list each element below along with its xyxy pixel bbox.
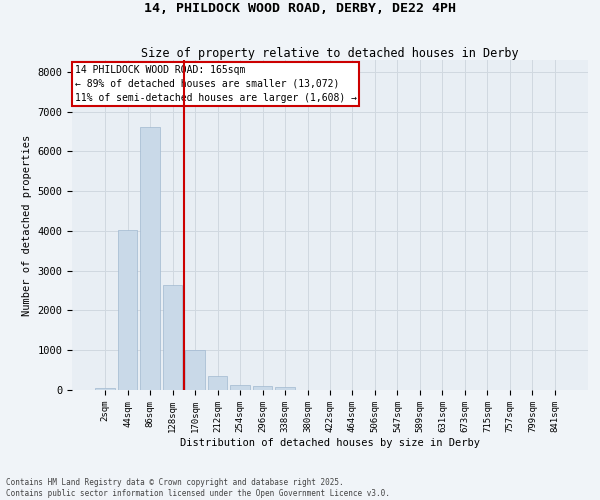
Text: 14, PHILDOCK WOOD ROAD, DERBY, DE22 4PH: 14, PHILDOCK WOOD ROAD, DERBY, DE22 4PH	[144, 2, 456, 16]
Bar	[163, 284, 182, 390]
Bar	[208, 376, 227, 390]
Bar	[230, 386, 250, 390]
Bar	[95, 388, 115, 390]
Text: 14 PHILDOCK WOOD ROAD: 165sqm
← 89% of detached houses are smaller (13,072)
11% : 14 PHILDOCK WOOD ROAD: 165sqm ← 89% of d…	[74, 65, 356, 103]
X-axis label: Distribution of detached houses by size in Derby: Distribution of detached houses by size …	[180, 438, 480, 448]
Bar	[118, 230, 137, 390]
Bar	[185, 350, 205, 390]
Y-axis label: Number of detached properties: Number of detached properties	[22, 134, 32, 316]
Title: Size of property relative to detached houses in Derby: Size of property relative to detached ho…	[141, 47, 519, 60]
Bar	[275, 387, 295, 390]
Bar	[253, 386, 272, 390]
Text: Contains HM Land Registry data © Crown copyright and database right 2025.
Contai: Contains HM Land Registry data © Crown c…	[6, 478, 390, 498]
Bar	[140, 127, 160, 390]
